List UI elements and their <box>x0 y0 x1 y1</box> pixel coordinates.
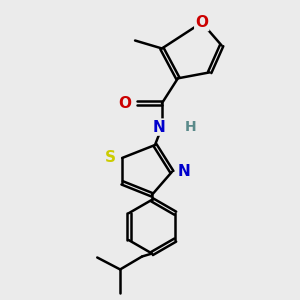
Text: S: S <box>105 151 116 166</box>
Text: H: H <box>185 120 197 134</box>
Text: N: N <box>178 164 190 179</box>
Text: N: N <box>153 120 165 135</box>
Text: O: O <box>195 15 208 30</box>
Text: O: O <box>118 96 131 111</box>
